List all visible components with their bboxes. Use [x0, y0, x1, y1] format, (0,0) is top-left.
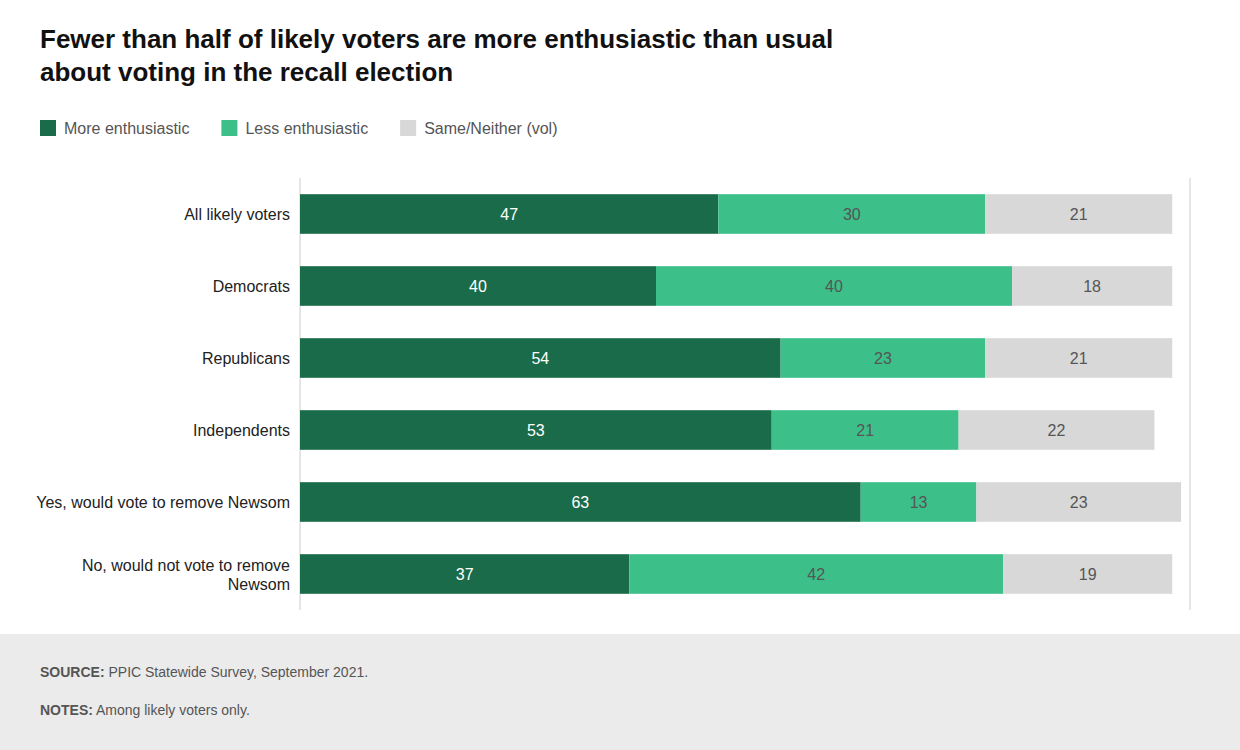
bar-segment: [959, 410, 1155, 450]
data-label: 18: [1083, 278, 1101, 295]
data-label: 23: [874, 350, 892, 367]
category-label: Independents: [193, 422, 290, 439]
bar-segment: [300, 338, 781, 378]
annotation-rest: PPIC Statewide Survey, September 2021.: [105, 664, 369, 680]
legend: More enthusiastic Less enthusiastic Same/N…: [40, 120, 558, 137]
legend-entry: More enthusiastic: [64, 120, 189, 137]
bar-segment: [656, 266, 1012, 306]
data-label: 40: [469, 278, 487, 295]
bar-segment: [300, 554, 629, 594]
annotation-rest: Among likely voters only.: [93, 702, 250, 718]
data-label: 63: [571, 494, 589, 511]
data-label: 54: [531, 350, 549, 367]
category-label: No, would not vote to remove Newsom: [82, 556, 290, 592]
bar-segment: [772, 410, 959, 450]
annotation-lead: NOTES:: [40, 702, 93, 718]
y-axis: All likely voters Democrats Republicans Ind…: [36, 206, 290, 593]
bars: [300, 194, 1181, 594]
title: Fewer than half of likely voters are mor…: [40, 24, 833, 87]
data-label: 19: [1079, 566, 1097, 583]
title-line: Fewer than half of likely voters are mor…: [40, 24, 833, 54]
range-line: [300, 178, 301, 610]
footer: SOURCE: PPIC Statewide Survey, September…: [0, 634, 1240, 750]
data-label: 21: [856, 422, 874, 439]
category-label: All likely voters: [184, 206, 290, 223]
data-label: 30: [843, 206, 861, 223]
title-line: about voting in the recall election: [40, 57, 453, 87]
category-label-line: Republicans: [202, 350, 290, 367]
legend-entry: Same/Neither (vol): [424, 120, 557, 137]
legend-swatch: [400, 120, 416, 136]
bar-segment: [300, 266, 656, 306]
data-label: 21: [1070, 206, 1088, 223]
data-label: 21: [1070, 350, 1088, 367]
bar-segment: [985, 338, 1172, 378]
bar-segment: [718, 194, 985, 234]
data-label: 40: [825, 278, 843, 295]
category-label-line: Democrats: [213, 278, 290, 295]
category-label-line: Independents: [193, 422, 290, 439]
bar-segment: [629, 554, 1003, 594]
background: [0, 0, 1240, 750]
footer-band: [0, 634, 1240, 750]
data-label: 42: [807, 566, 825, 583]
category-label: Republicans: [202, 350, 290, 367]
bar-segment: [300, 410, 772, 450]
data-label: 13: [910, 494, 928, 511]
category-label: Yes, would vote to remove Newsom: [36, 494, 290, 511]
data-label: 37: [456, 566, 474, 583]
annotation: NOTES: Among likely voters only.: [40, 702, 250, 718]
annotation-lead: SOURCE:: [40, 664, 105, 680]
category-label-line: No, would not vote to remove: [82, 556, 290, 573]
bar-segment: [985, 194, 1172, 234]
bar-segment: [781, 338, 986, 378]
data-label: 53: [527, 422, 545, 439]
bar-segment: [1003, 554, 1172, 594]
category-label-line: Newsom: [228, 575, 290, 592]
bar-segment: [1012, 266, 1172, 306]
legend-swatch: [40, 120, 56, 136]
category-label: Democrats: [213, 278, 290, 295]
category-label-line: Yes, would vote to remove Newsom: [36, 494, 290, 511]
bar-segment: [861, 482, 977, 522]
data-label: 23: [1070, 494, 1088, 511]
annotation: SOURCE: PPIC Statewide Survey, September…: [40, 664, 368, 680]
bar-segment: [300, 194, 718, 234]
range-line: [1190, 178, 1191, 610]
data-label: 22: [1048, 422, 1066, 439]
legend-swatch: [221, 120, 237, 136]
data-label: 47: [500, 206, 518, 223]
bar-segment: [976, 482, 1181, 522]
bar-segment: [300, 482, 861, 522]
legend-entry: Less enthusiastic: [245, 120, 368, 137]
category-label-line: All likely voters: [184, 206, 290, 223]
chart: Fewer than half of likely voters are mor…: [0, 0, 1240, 750]
data-labels: 47 30 21 40 40 18 54 23 21 53 21 22 63 13 23 37 42 19: [456, 206, 1101, 583]
